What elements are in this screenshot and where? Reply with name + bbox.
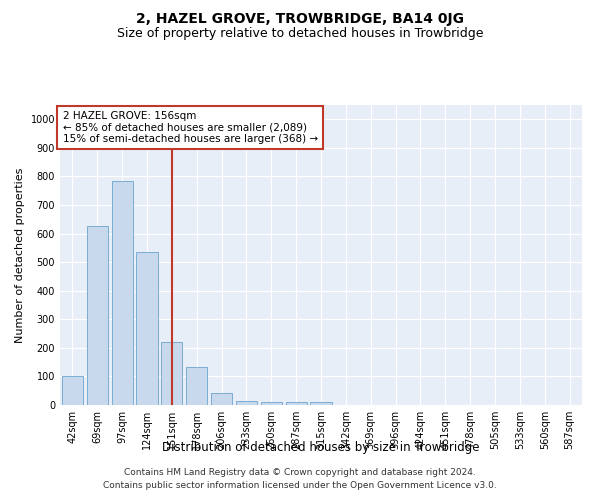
Bar (112, 180, 133, 405)
Bar (186, 367, 207, 405)
Text: 2 HAZEL GROVE: 156sqm
← 85% of detached houses are smaller (2,089)
15% of semi-d: 2 HAZEL GROVE: 156sqm ← 85% of detached … (62, 111, 318, 144)
Bar (310, 402, 332, 405)
Bar (286, 402, 307, 405)
Text: Size of property relative to detached houses in Trowbridge: Size of property relative to detached ho… (117, 28, 483, 40)
Bar (87, 226, 108, 405)
Bar (211, 393, 232, 405)
Bar (161, 342, 182, 405)
Y-axis label: Number of detached properties: Number of detached properties (15, 168, 25, 342)
Bar (136, 252, 158, 405)
Bar (261, 402, 282, 405)
Text: Contains public sector information licensed under the Open Government Licence v3: Contains public sector information licen… (103, 480, 497, 490)
Text: Distribution of detached houses by size in Trowbridge: Distribution of detached houses by size … (162, 441, 480, 454)
Text: 2, HAZEL GROVE, TROWBRIDGE, BA14 0JG: 2, HAZEL GROVE, TROWBRIDGE, BA14 0JG (136, 12, 464, 26)
Bar (236, 400, 257, 405)
Text: Contains HM Land Registry data © Crown copyright and database right 2024.: Contains HM Land Registry data © Crown c… (124, 468, 476, 477)
Bar (62, 376, 83, 405)
